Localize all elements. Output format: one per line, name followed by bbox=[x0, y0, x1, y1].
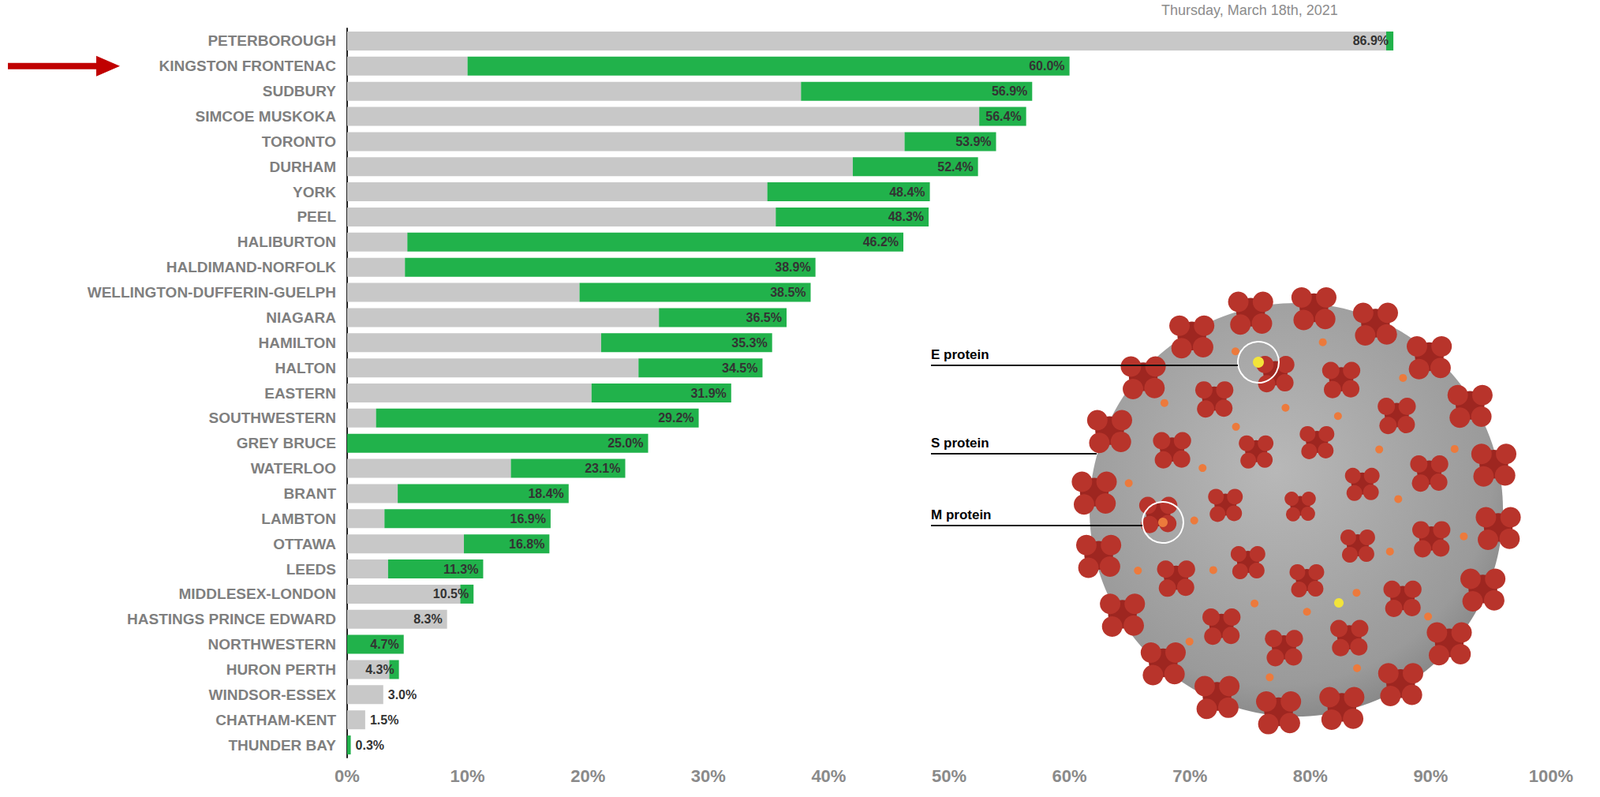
svg-text:46.2%: 46.2% bbox=[863, 235, 899, 249]
svg-text:60%: 60% bbox=[1052, 766, 1088, 786]
svg-text:38.5%: 38.5% bbox=[770, 285, 806, 300]
svg-text:M protein: M protein bbox=[930, 507, 992, 523]
svg-text:35.3%: 35.3% bbox=[731, 336, 767, 350]
svg-text:S protein: S protein bbox=[930, 435, 990, 451]
svg-text:4.7%: 4.7% bbox=[370, 637, 399, 651]
svg-text:48.3%: 48.3% bbox=[888, 209, 924, 224]
svg-text:30%: 30% bbox=[691, 766, 726, 786]
svg-text:NIAGARA: NIAGARA bbox=[265, 309, 337, 326]
svg-text:10.5%: 10.5% bbox=[433, 586, 469, 601]
svg-text:HALTON: HALTON bbox=[275, 359, 337, 377]
svg-text:WELLINGTON-DUFFERIN-GUELPH: WELLINGTON-DUFFERIN-GUELPH bbox=[87, 284, 337, 301]
svg-text:KINGSTON FRONTENAC: KINGSTON FRONTENAC bbox=[159, 57, 337, 75]
svg-text:EASTERN: EASTERN bbox=[264, 385, 337, 402]
svg-text:THUNDER BAY: THUNDER BAY bbox=[228, 736, 337, 754]
svg-text:TORONTO: TORONTO bbox=[261, 133, 337, 150]
svg-text:80%: 80% bbox=[1293, 766, 1328, 786]
svg-text:23.1%: 23.1% bbox=[584, 461, 621, 475]
svg-text:53.9%: 53.9% bbox=[955, 134, 991, 149]
svg-text:86.9%: 86.9% bbox=[1353, 33, 1389, 48]
svg-text:60.0%: 60.0% bbox=[1028, 59, 1065, 73]
svg-text:18.4%: 18.4% bbox=[527, 486, 564, 501]
svg-text:8.3%: 8.3% bbox=[413, 612, 442, 626]
svg-text:HALIBURTON: HALIBURTON bbox=[237, 233, 337, 251]
svg-text:36.5%: 36.5% bbox=[746, 310, 782, 325]
svg-text:48.4%: 48.4% bbox=[889, 185, 925, 199]
svg-text:SOUTHWESTERN: SOUTHWESTERN bbox=[209, 409, 337, 427]
svg-text:25.0%: 25.0% bbox=[607, 436, 643, 450]
svg-text:E protein: E protein bbox=[930, 347, 990, 363]
svg-text:BRANT: BRANT bbox=[284, 485, 337, 502]
svg-text:16.8%: 16.8% bbox=[508, 537, 545, 551]
svg-text:11.3%: 11.3% bbox=[443, 562, 479, 576]
svg-text:LEEDS: LEEDS bbox=[286, 560, 337, 578]
svg-text:56.9%: 56.9% bbox=[991, 84, 1028, 98]
svg-text:PETERBOROUGH: PETERBOROUGH bbox=[207, 32, 337, 49]
svg-text:CHATHAM-KENT: CHATHAM-KENT bbox=[215, 711, 337, 729]
svg-text:34.5%: 34.5% bbox=[721, 361, 758, 375]
svg-text:NORTHWESTERN: NORTHWESTERN bbox=[207, 635, 337, 653]
svg-text:1.5%: 1.5% bbox=[370, 713, 399, 727]
svg-text:31.9%: 31.9% bbox=[690, 386, 726, 400]
svg-text:YORK: YORK bbox=[292, 183, 337, 201]
svg-text:0.3%: 0.3% bbox=[355, 738, 385, 752]
svg-text:16.9%: 16.9% bbox=[510, 512, 546, 526]
svg-text:OTTAWA: OTTAWA bbox=[272, 535, 337, 553]
svg-text:4.3%: 4.3% bbox=[365, 662, 394, 677]
svg-text:HAMILTON: HAMILTON bbox=[257, 334, 337, 352]
svg-text:SIMCOE MUSKOKA: SIMCOE MUSKOKA bbox=[195, 108, 337, 125]
svg-text:29.2%: 29.2% bbox=[657, 411, 694, 425]
svg-text:Thursday, March 18th, 2021: Thursday, March 18th, 2021 bbox=[1161, 2, 1339, 19]
svg-text:HURON PERTH: HURON PERTH bbox=[226, 661, 337, 678]
svg-text:HALDIMAND-NORFOLK: HALDIMAND-NORFOLK bbox=[166, 258, 337, 276]
svg-text:10%: 10% bbox=[450, 766, 486, 786]
svg-text:20%: 20% bbox=[570, 766, 606, 786]
svg-text:3.0%: 3.0% bbox=[388, 687, 417, 702]
svg-text:100%: 100% bbox=[1528, 766, 1574, 786]
svg-text:WINDSOR-ESSEX: WINDSOR-ESSEX bbox=[208, 686, 337, 703]
svg-text:HASTINGS PRINCE EDWARD: HASTINGS PRINCE EDWARD bbox=[127, 610, 337, 628]
svg-text:GREY BRUCE: GREY BRUCE bbox=[236, 434, 337, 452]
svg-text:50%: 50% bbox=[931, 766, 967, 786]
svg-text:0%: 0% bbox=[334, 766, 360, 786]
svg-text:56.4%: 56.4% bbox=[985, 109, 1021, 124]
svg-text:PEEL: PEEL bbox=[296, 208, 337, 225]
svg-text:WATERLOO: WATERLOO bbox=[250, 459, 337, 477]
svg-text:MIDDLESEX-LONDON: MIDDLESEX-LONDON bbox=[179, 585, 337, 602]
svg-text:SUDBURY: SUDBURY bbox=[262, 82, 337, 100]
svg-text:38.9%: 38.9% bbox=[774, 260, 811, 274]
svg-text:70%: 70% bbox=[1172, 766, 1208, 786]
svg-text:90%: 90% bbox=[1413, 766, 1448, 786]
svg-text:LAMBTON: LAMBTON bbox=[261, 510, 337, 528]
svg-text:52.4%: 52.4% bbox=[937, 160, 973, 174]
svg-text:40%: 40% bbox=[811, 766, 846, 786]
svg-text:DURHAM: DURHAM bbox=[269, 158, 337, 176]
